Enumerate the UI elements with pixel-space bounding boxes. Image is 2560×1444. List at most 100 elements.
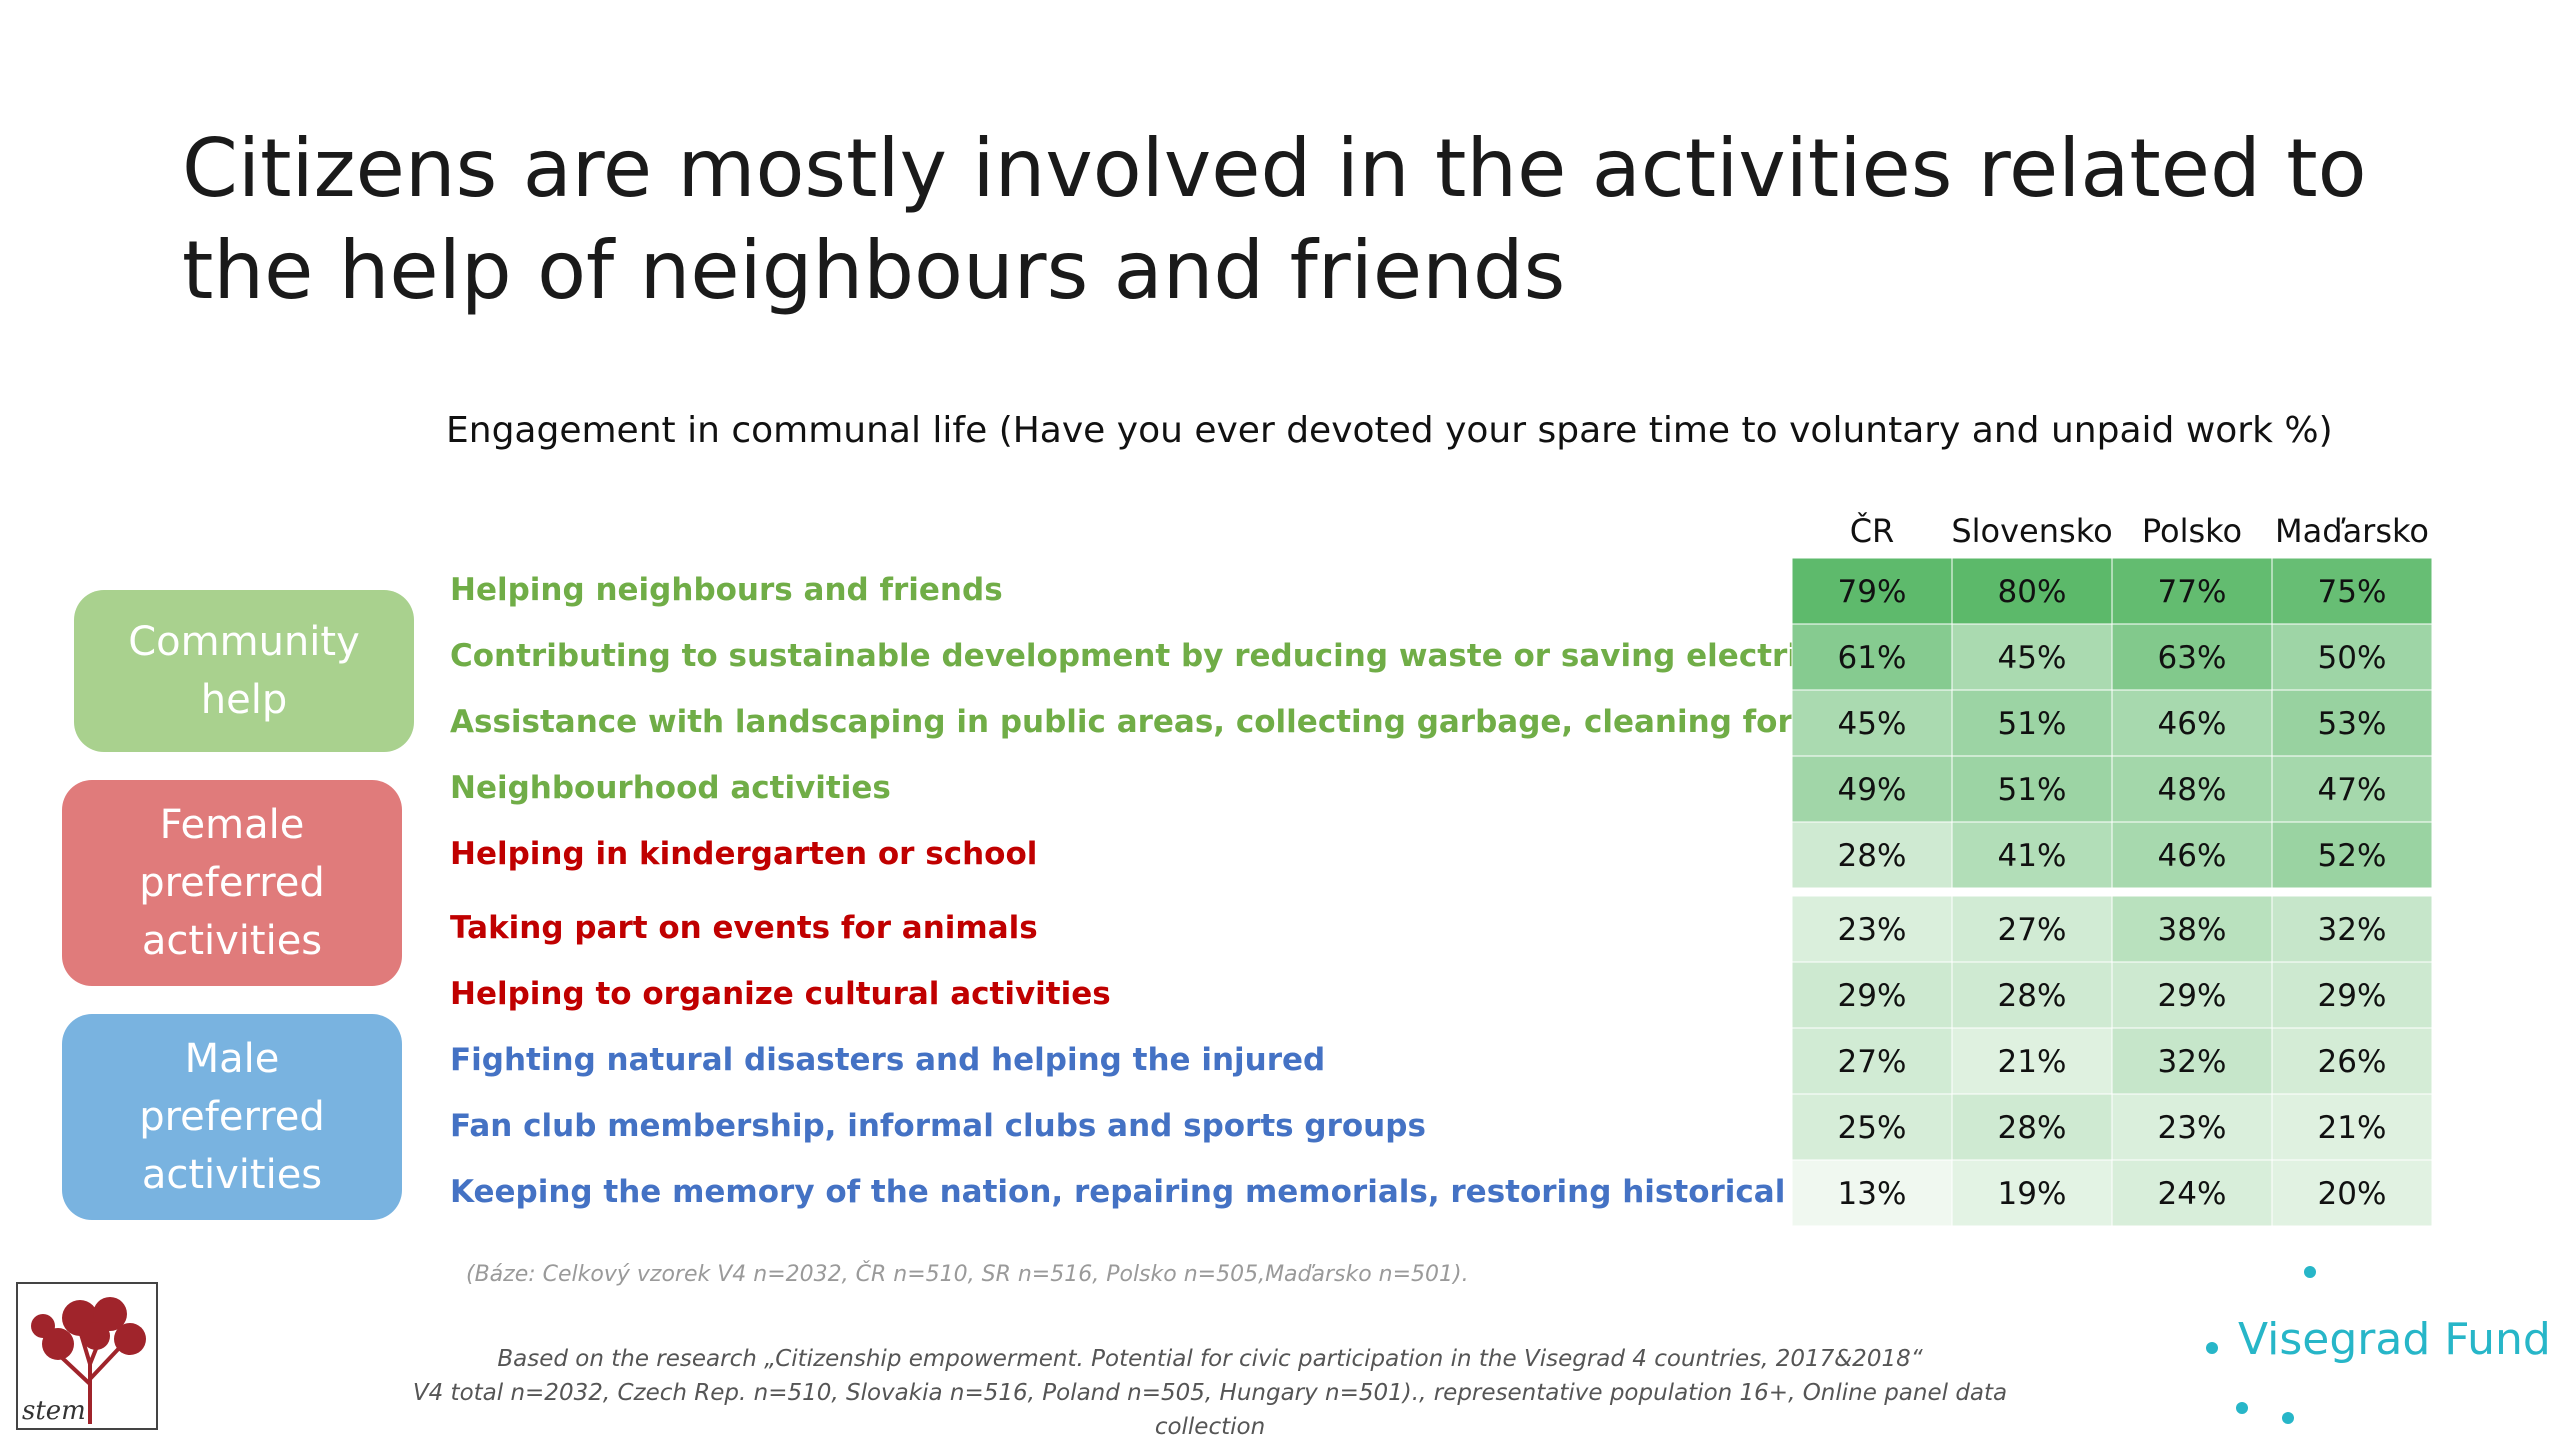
heatmap-cell (2271, 895, 2433, 963)
title-line-2: the help of neighbours and friends (182, 224, 1566, 317)
row-label: Fighting natural disasters and helping t… (450, 1042, 1326, 1078)
table-subtitle: Engagement in communal life (Have you ev… (446, 410, 2333, 451)
title-line-1: Citizens are mostly involved in the acti… (182, 122, 2367, 215)
heatmap-cell (2271, 557, 2433, 625)
heatmap-cell (1791, 557, 1953, 625)
heatmap-cell (1791, 821, 1953, 889)
heatmap-cell (2271, 821, 2433, 889)
stem-logo: stem (16, 1282, 158, 1430)
group-community-help: Community help (74, 590, 414, 752)
column-header: ČR (1850, 511, 1895, 550)
heatmap-cell (1951, 895, 2113, 963)
row-label: Helping in kindergarten or school (450, 836, 1038, 872)
cell-value-label: 19% (1998, 1176, 2067, 1212)
source-line-2: V4 total n=2032, Czech Rep. n=510, Slova… (412, 1380, 2008, 1440)
cell-value-label: 29% (1838, 978, 1907, 1014)
cell-value-label: 32% (2318, 912, 2387, 948)
base-note: (Báze: Celkový vzorek V4 n=2032, ČR n=51… (466, 1262, 1469, 1287)
cell-value-label: 13% (1838, 1176, 1907, 1212)
cell-value-label: 24% (2158, 1176, 2227, 1212)
heatmap-cell (2111, 821, 2273, 889)
cell-value-label: 23% (2158, 1110, 2227, 1146)
cell-value-label: 26% (2318, 1044, 2387, 1080)
logo-dot (2282, 1412, 2294, 1424)
heatmap-cell (1791, 1159, 1953, 1227)
cell-value-label: 21% (2318, 1110, 2387, 1146)
cell-value-label: 51% (1998, 772, 2067, 808)
cell-value-label: 48% (2158, 772, 2227, 808)
cell-value-label: 41% (1998, 838, 2067, 874)
cell-value-label: 61% (1838, 640, 1907, 676)
cell-value-label: 45% (1838, 706, 1907, 742)
column-header: Maďarsko (2275, 512, 2429, 550)
heatmap-cell (2271, 689, 2433, 757)
visegrad-fund-text: Visegrad Fund (2238, 1314, 2551, 1365)
cell-value-label: 28% (1838, 838, 1907, 874)
heatmap-cell (1791, 689, 1953, 757)
heatmap-cell (2111, 1159, 2273, 1227)
heatmap-cell (1951, 1027, 2113, 1095)
cell-value-label: 38% (2158, 912, 2227, 948)
heatmap-cell (2271, 1027, 2433, 1095)
heatmap-cell (1951, 557, 2113, 625)
source-note: Based on the research „Citizenship empow… (360, 1342, 2060, 1444)
cell-value-label: 46% (2158, 838, 2227, 874)
heatmap-cell (1951, 1159, 2113, 1227)
slide-title: Citizens are mostly involved in the acti… (182, 118, 2402, 322)
heatmap-cell (1791, 755, 1953, 823)
heatmap-cell (1951, 961, 2113, 1029)
cell-value-label: 45% (1998, 640, 2067, 676)
cell-value-label: 46% (2158, 706, 2227, 742)
row-label: Helping neighbours and friends (450, 572, 1003, 608)
heatmap-cell (2111, 623, 2273, 691)
heatmap-cell (2271, 1159, 2433, 1227)
cell-value-label: 21% (1998, 1044, 2067, 1080)
tree-icon (31, 1297, 146, 1424)
heatmap-cell (2271, 961, 2433, 1029)
cell-value-label: 77% (2158, 574, 2227, 610)
column-header: Slovensko (1951, 512, 2112, 550)
row-label: Taking part on events for animals (450, 910, 1038, 946)
row-label: Neighbourhood activities (450, 770, 891, 806)
cell-value-label: 47% (2318, 772, 2387, 808)
cell-value-label: 50% (2318, 640, 2387, 676)
source-line-1: Based on the research „Citizenship empow… (497, 1346, 1923, 1372)
heatmap-cell (2111, 1093, 2273, 1161)
cell-value-label: 32% (2158, 1044, 2227, 1080)
heatmap-cell (1791, 623, 1953, 691)
logo-dot (2304, 1266, 2316, 1278)
group-male-preferred: Male preferred activities (62, 1014, 402, 1220)
cell-value-label: 63% (2158, 640, 2227, 676)
heatmap-cell (1791, 961, 1953, 1029)
visegrad-fund-logo: Visegrad Fund (2200, 1262, 2551, 1432)
cell-value-label: 20% (2318, 1176, 2387, 1212)
row-label: Helping to organize cultural activities (450, 976, 1111, 1012)
heatmap-cell (1951, 689, 2113, 757)
cell-value-label: 52% (2318, 838, 2387, 874)
row-label: Fan club membership, informal clubs and … (450, 1108, 1426, 1144)
heatmap-cell (2111, 1027, 2273, 1095)
heatmap-cell (1951, 623, 2113, 691)
cell-value-label: 79% (1838, 574, 1907, 610)
stem-logo-text: stem (22, 1396, 86, 1426)
cell-value-label: 29% (2158, 978, 2227, 1014)
column-header: Polsko (2142, 512, 2242, 550)
heatmap-cell (1951, 821, 2113, 889)
cell-value-label: 29% (2318, 978, 2387, 1014)
cell-value-label: 51% (1998, 706, 2067, 742)
row-label: Keeping the memory of the nation, repair… (450, 1174, 1908, 1210)
cell-value-label: 25% (1838, 1110, 1907, 1146)
cell-value-label: 49% (1838, 772, 1907, 808)
row-label: Contributing to sustainable development … (450, 638, 1862, 674)
cell-value-label: 75% (2318, 574, 2387, 610)
group-female-preferred: Female preferred activities (62, 780, 402, 986)
heatmap-cell (2111, 557, 2273, 625)
heatmap-cell (2111, 755, 2273, 823)
heatmap-cell (1791, 895, 1953, 963)
heatmap-cell (2111, 961, 2273, 1029)
cell-value-label: 27% (1838, 1044, 1907, 1080)
cell-value-label: 23% (1838, 912, 1907, 948)
logo-dot (2206, 1342, 2218, 1354)
logo-dot (2236, 1402, 2248, 1414)
